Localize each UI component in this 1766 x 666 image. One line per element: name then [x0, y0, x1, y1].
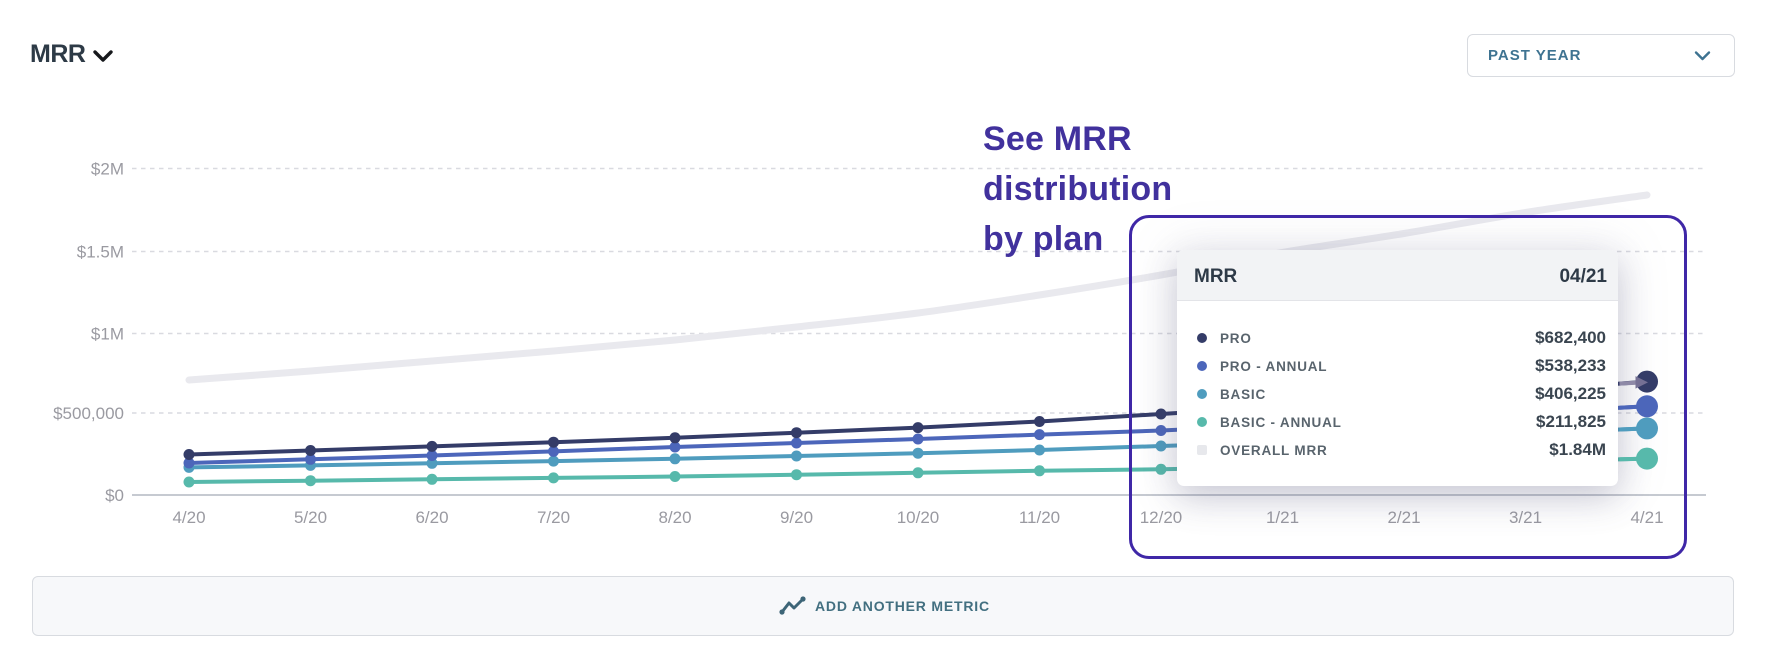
svg-text:7/20: 7/20	[537, 508, 570, 527]
svg-text:4/21: 4/21	[1630, 508, 1663, 527]
svg-text:5/20: 5/20	[294, 508, 327, 527]
svg-text:10/20: 10/20	[897, 508, 940, 527]
svg-text:$1.5M: $1.5M	[77, 243, 124, 262]
svg-text:$2M: $2M	[91, 160, 124, 179]
svg-text:$500,000: $500,000	[53, 404, 124, 423]
svg-text:3/21: 3/21	[1509, 508, 1542, 527]
svg-text:9/20: 9/20	[780, 508, 813, 527]
svg-text:$1M: $1M	[91, 325, 124, 344]
svg-text:$0: $0	[105, 486, 124, 505]
svg-text:11/20: 11/20	[1019, 508, 1060, 527]
svg-text:8/20: 8/20	[658, 508, 691, 527]
svg-text:4/20: 4/20	[172, 508, 205, 527]
svg-text:2/21: 2/21	[1387, 508, 1420, 527]
svg-text:12/20: 12/20	[1140, 508, 1183, 527]
svg-text:6/20: 6/20	[415, 508, 448, 527]
svg-text:1/21: 1/21	[1266, 508, 1299, 527]
